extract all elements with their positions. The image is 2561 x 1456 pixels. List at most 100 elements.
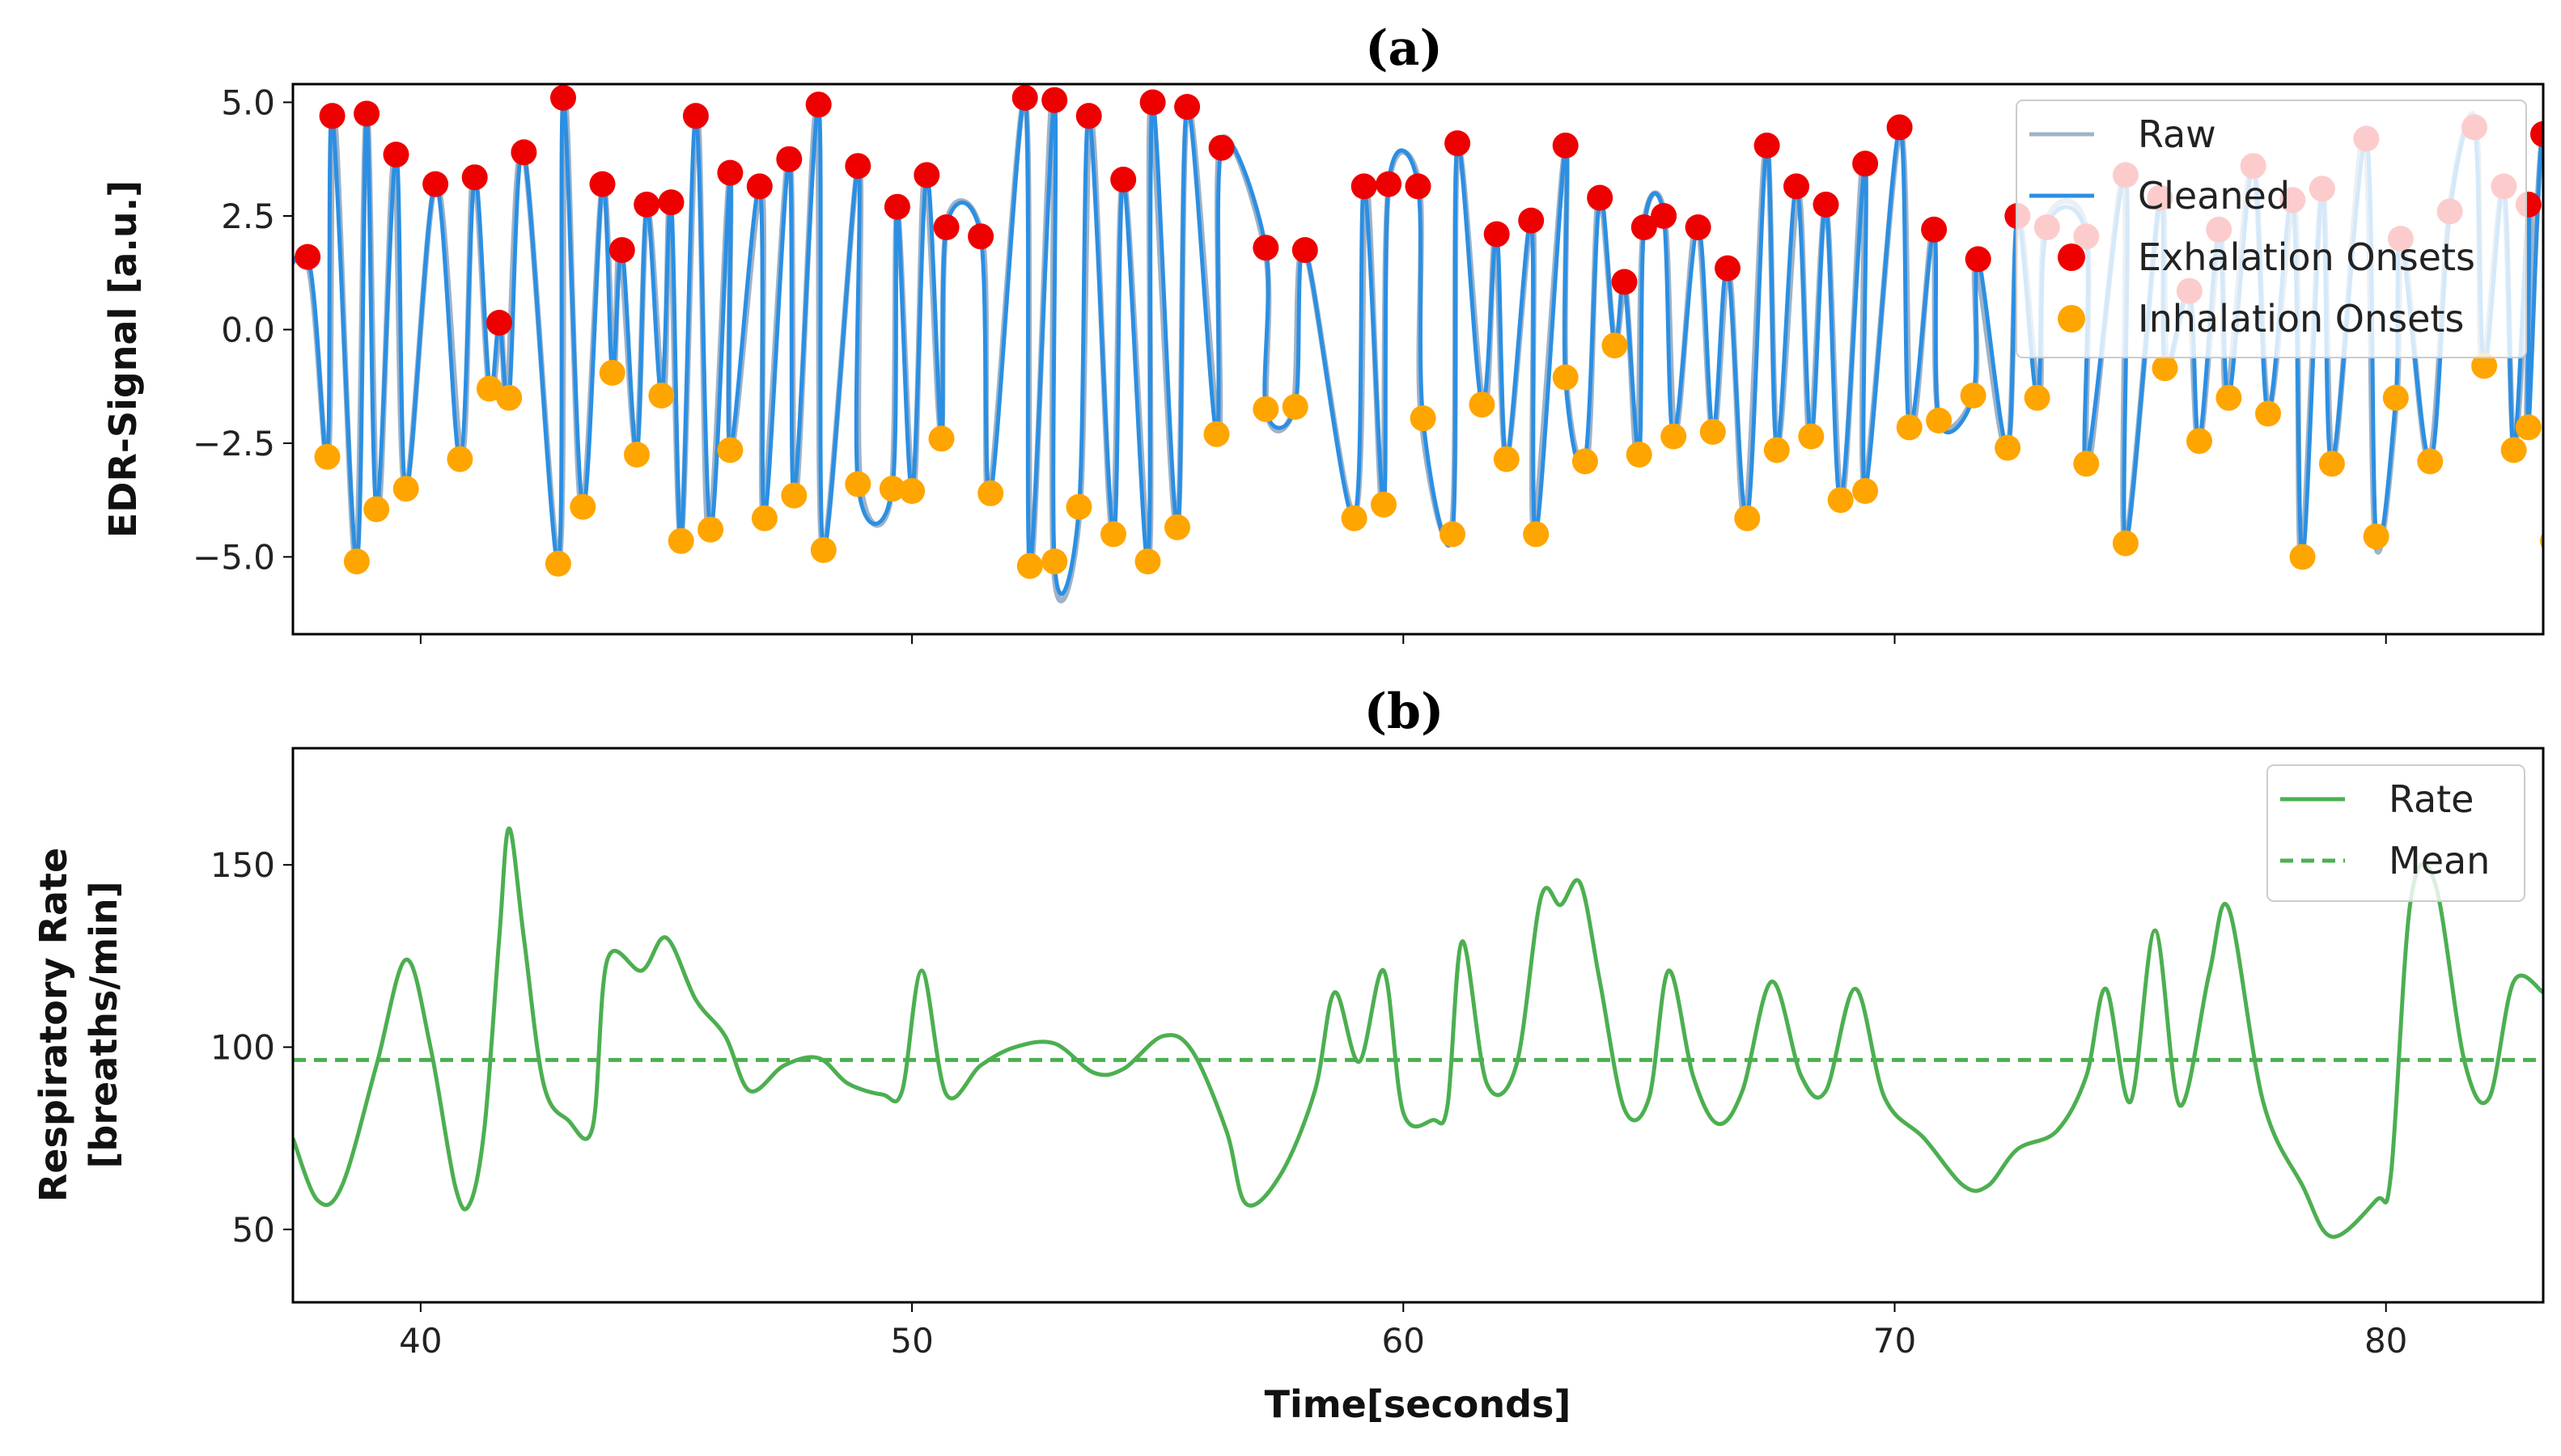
exhalation-onset-point-24 bbox=[1041, 87, 1068, 113]
inhalation-onset-point-32 bbox=[1341, 505, 1367, 531]
exhalation-onset-point-5 bbox=[461, 164, 488, 191]
legend-inhalation-marker bbox=[2058, 305, 2085, 332]
exhalation-onset-point-48 bbox=[1852, 150, 1879, 177]
legend-a-box bbox=[2016, 99, 2527, 358]
exhalation-onset-point-9 bbox=[589, 171, 616, 197]
inhalation-onset-point-50 bbox=[1896, 414, 1923, 441]
inhalation-onset-point-24 bbox=[1041, 548, 1068, 575]
inhalation-onset-point-28 bbox=[1164, 514, 1190, 540]
panel-a-title: (a) bbox=[1365, 20, 1443, 77]
legend-raw-label: Raw bbox=[2138, 112, 2216, 156]
exhalation-onset-point-14 bbox=[717, 159, 744, 186]
exhalation-onset-point-49 bbox=[1886, 114, 1913, 141]
exhalation-onset-point-0 bbox=[295, 243, 321, 270]
exhalation-onset-point-39 bbox=[1587, 184, 1613, 211]
inhalation-onset-point-67 bbox=[2500, 437, 2527, 463]
panel-b-xtick-label-4: 80 bbox=[2364, 1321, 2407, 1361]
inhalation-onset-point-10 bbox=[624, 442, 650, 468]
exhalation-onset-point-31 bbox=[1291, 237, 1318, 264]
inhalation-onset-point-25 bbox=[1066, 493, 1092, 520]
inhalation-onset-point-14 bbox=[717, 437, 744, 463]
inhalation-onset-point-35 bbox=[1440, 521, 1465, 548]
inhalation-onset-point-66 bbox=[2471, 353, 2498, 379]
inhalation-onset-point-45 bbox=[1734, 505, 1761, 531]
inhalation-onset-point-6 bbox=[496, 384, 523, 411]
inhalation-onset-point-68 bbox=[2515, 414, 2542, 441]
exhalation-onset-point-36 bbox=[1483, 221, 1510, 248]
x-axis-label: Time[seconds] bbox=[1265, 1382, 1571, 1426]
inhalation-onset-point-48 bbox=[1827, 487, 1854, 514]
legend-rate-label: Rate bbox=[2389, 777, 2474, 821]
inhalation-onset-point-1 bbox=[343, 548, 370, 575]
inhalation-onset-point-4 bbox=[447, 446, 473, 472]
inhalation-onset-point-11 bbox=[648, 383, 675, 408]
panel-a-ylabel: EDR-Signal [a.u.] bbox=[101, 180, 145, 538]
inhalation-onset-point-61 bbox=[2289, 544, 2316, 570]
panel-b-legend: Rate Mean bbox=[2266, 764, 2525, 902]
exhalation-onset-point-68 bbox=[2530, 121, 2543, 147]
exhalation-onset-point-27 bbox=[1139, 89, 1166, 116]
exhalation-onset-point-42 bbox=[1651, 203, 1677, 229]
inhalation-onset-point-33 bbox=[1371, 491, 1397, 518]
exhalation-onset-point-1 bbox=[319, 103, 346, 129]
panel-a-ytick-label-0: 5.0 bbox=[221, 83, 275, 122]
inhalation-onset-point-3 bbox=[392, 476, 419, 502]
panel-a-legend: Raw Cleaned Exhalation Onsets Inhalation… bbox=[2016, 99, 2527, 358]
inhalation-onset-point-26 bbox=[1100, 521, 1126, 548]
exhalation-onset-point-35 bbox=[1444, 130, 1471, 157]
exhalation-onset-point-10 bbox=[608, 237, 635, 264]
exhalation-onset-point-38 bbox=[1552, 132, 1579, 159]
exhalation-onset-point-11 bbox=[634, 191, 660, 218]
exhalation-onset-point-51 bbox=[1965, 246, 1991, 273]
exhalation-onset-point-45 bbox=[1753, 132, 1780, 159]
inhalation-onset-point-8 bbox=[570, 493, 596, 520]
exhalation-onset-point-21 bbox=[933, 214, 960, 240]
inhalation-onset-point-55 bbox=[2073, 451, 2100, 477]
inhalation-onset-point-37 bbox=[1493, 446, 1520, 472]
exhalation-onset-point-19 bbox=[884, 193, 910, 220]
exhalation-onset-point-12 bbox=[658, 189, 685, 216]
exhalation-onset-point-7 bbox=[511, 139, 537, 166]
inhalation-onset-point-41 bbox=[1601, 332, 1628, 359]
exhalation-onset-point-4 bbox=[422, 171, 449, 197]
respiratory-rate-line bbox=[293, 826, 2543, 1239]
exhalation-onset-point-20 bbox=[914, 162, 940, 188]
inhalation-onset-point-13 bbox=[697, 516, 724, 543]
inhalation-onset-point-2 bbox=[363, 496, 390, 523]
exhalation-onset-point-44 bbox=[1715, 255, 1741, 281]
panel-b-xtick-label-2: 60 bbox=[1382, 1321, 1425, 1361]
inhalation-onset-point-38 bbox=[1523, 521, 1550, 548]
panel-b-xtick-label-0: 40 bbox=[399, 1321, 442, 1361]
exhalation-onset-point-43 bbox=[1685, 214, 1711, 240]
exhalation-onset-point-29 bbox=[1208, 134, 1235, 161]
inhalation-onset-point-51 bbox=[1926, 407, 1953, 434]
inhalation-onset-point-21 bbox=[928, 425, 955, 452]
exhalation-onset-point-13 bbox=[682, 103, 709, 129]
exhalation-onset-point-3 bbox=[383, 142, 409, 168]
panel-a-ytick-label-1: 2.5 bbox=[221, 197, 275, 236]
inhalation-onset-point-62 bbox=[2318, 451, 2345, 477]
legend-exhalation-label: Exhalation Onsets bbox=[2138, 235, 2475, 279]
exhalation-onset-point-2 bbox=[354, 100, 380, 127]
inhalation-onset-point-7 bbox=[545, 550, 571, 577]
inhalation-onset-point-23 bbox=[1016, 552, 1043, 579]
inhalation-onset-point-63 bbox=[2363, 523, 2389, 550]
exhalation-onset-point-34 bbox=[1405, 173, 1431, 200]
exhalation-onset-point-23 bbox=[1011, 84, 1038, 111]
inhalation-onset-point-18 bbox=[845, 471, 871, 497]
exhalation-onset-point-8 bbox=[550, 84, 576, 111]
exhalation-onset-point-33 bbox=[1376, 171, 1402, 197]
inhalation-onset-point-22 bbox=[977, 480, 1004, 506]
panel-b-ylabel-line1: Respiratory Rate bbox=[32, 848, 75, 1202]
panel-b-ytick-label-1: 100 bbox=[210, 1028, 275, 1068]
inhalation-onset-point-12 bbox=[668, 527, 694, 554]
inhalation-onset-point-64 bbox=[2382, 384, 2409, 411]
inhalation-onset-point-39 bbox=[1552, 364, 1579, 391]
panel-b-ytick-label-0: 150 bbox=[210, 845, 275, 885]
inhalation-onset-point-65 bbox=[2417, 448, 2444, 475]
inhalation-onset-point-29 bbox=[1203, 421, 1230, 447]
inhalation-onset-point-5 bbox=[476, 375, 502, 402]
inhalation-onset-point-49 bbox=[1852, 478, 1879, 504]
inhalation-onset-point-47 bbox=[1798, 423, 1825, 450]
